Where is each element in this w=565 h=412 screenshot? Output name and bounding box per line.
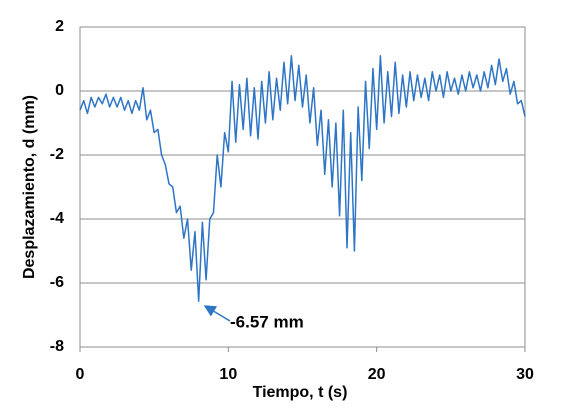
x-axis-label: Tiempo, t (s) [253,384,348,401]
x-tick-label: 30 [516,366,534,383]
y-tick-label: -2 [50,146,64,163]
y-tick-label: 2 [55,18,64,35]
y-axis-label: Desplazamiento, d (mm) [21,95,38,279]
plot-frame [79,26,526,348]
annotation: -6.57 mm [230,312,304,331]
x-tick-label: 0 [76,366,85,383]
x-tick-label: 20 [368,366,386,383]
annotation-arrow [203,305,231,322]
y-tick-label: -6 [50,274,64,291]
y-tick-label: -4 [50,210,64,227]
y-tick-label: -8 [50,338,64,355]
data-line [79,55,526,302]
y-tick-label: 0 [55,82,64,99]
x-tick-label: 10 [219,366,237,383]
